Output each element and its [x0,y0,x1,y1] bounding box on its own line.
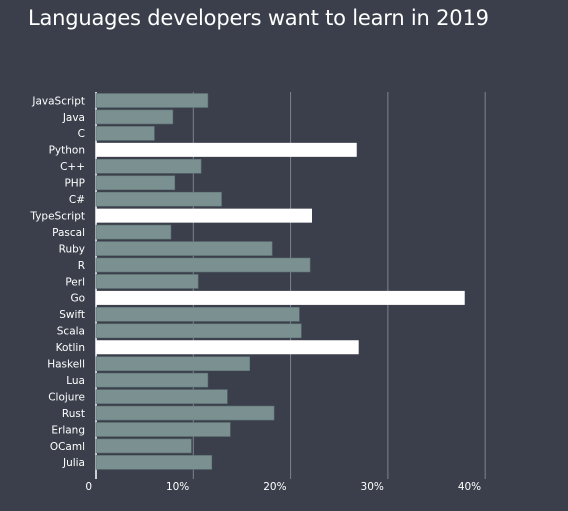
category-label-javascript: JavaScript [31,95,85,107]
category-label-python: Python [49,145,85,157]
bar-kotlin [96,340,359,355]
category-label-rust: Rust [62,408,85,420]
category-label-pascal: Pascal [52,227,85,239]
category-label-haskell: Haskell [47,359,85,371]
bar-java [95,109,174,125]
x-tick-label-40: 40% [458,481,481,493]
category-label-julia: Julia [62,457,85,469]
bar-csharp [95,191,222,207]
category-label-typescript: TypeScript [29,210,85,222]
x-tick-label-20: 20% [263,481,286,493]
category-label-ruby: Ruby [59,243,85,255]
bar-php [95,175,176,191]
bar-ocaml [95,438,192,454]
bar-r [95,257,311,273]
category-label-perl: Perl [65,276,85,288]
bar-cplusplus [95,159,202,174]
category-label-swift: Swift [59,309,85,321]
bar-swift [95,307,300,322]
bar-javascript [95,93,209,108]
category-label-java: Java [62,112,85,124]
category-label-c: C [78,128,85,140]
bar-pascal [95,224,172,240]
bar-lua [95,372,209,388]
category-label-go: Go [70,293,85,305]
category-label-clojure: Clojure [48,391,85,403]
bar-rust [95,405,275,421]
category-label-lua: Lua [66,375,85,387]
bar-go [96,290,465,305]
bar-typescript [96,208,312,223]
category-label-ocaml: OCaml [50,441,85,453]
category-label-scala: Scala [57,326,85,338]
x-tick-label-10: 10% [166,481,189,493]
category-label-cplusplus: C++ [60,161,85,173]
bar-julia [95,455,213,470]
chart-title: Languages developers want to learn in 20… [28,6,489,30]
bar-perl [95,274,199,289]
x-tick-label-0: 0 [85,481,92,493]
category-label-php: PHP [64,178,85,190]
bar-ruby [95,241,273,256]
category-label-kotlin: Kotlin [56,342,85,354]
category-label-csharp: C# [69,194,85,206]
bar-scala [95,323,302,339]
bar-erlang [95,422,231,437]
category-label-erlang: Erlang [51,424,85,436]
category-label-r: R [78,260,85,272]
bar-python [96,142,357,157]
bar-haskell [95,356,251,372]
bar-c [95,126,155,141]
bar-clojure [95,389,228,404]
x-tick-label-30: 30% [361,481,384,493]
